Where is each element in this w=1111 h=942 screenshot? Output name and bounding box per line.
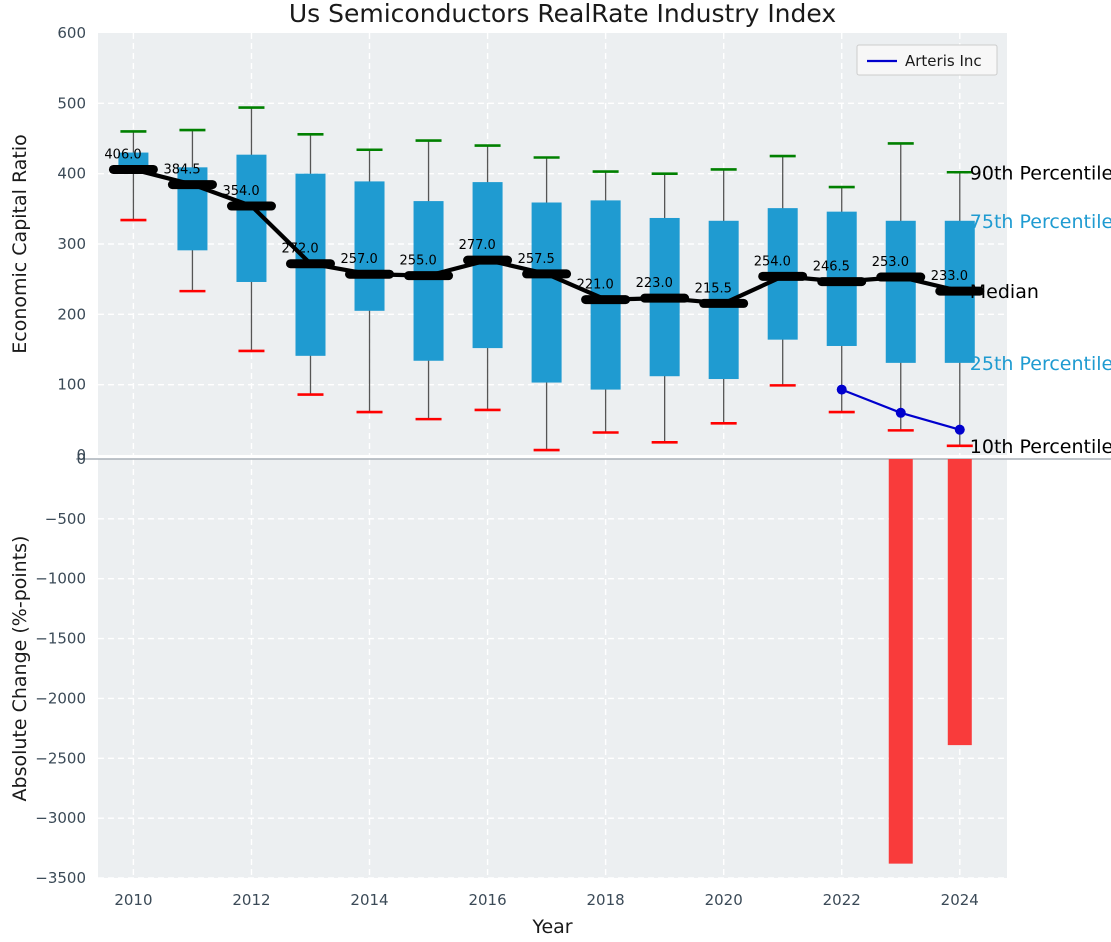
box-plot-item — [885, 142, 916, 432]
box-plot-item — [118, 130, 149, 222]
legend-box[interactable] — [856, 44, 998, 76]
median-value-label: 246.5 — [813, 260, 850, 275]
median-line-series — [108, 164, 985, 308]
percentile-annotation: 90th Percentile — [970, 162, 1111, 184]
box-quartile-range — [354, 181, 385, 311]
y-tick-label-lower: −500 — [45, 510, 86, 528]
y-tick-label-upper: 600 — [57, 24, 86, 42]
median-value-label: 221.0 — [577, 278, 614, 293]
y-tick-label-lower: −2000 — [35, 689, 86, 707]
percentile-annotation: 75th Percentile — [970, 211, 1111, 233]
company-data-point — [954, 424, 965, 435]
median-value-label: 406.0 — [104, 147, 141, 162]
company-data-point — [836, 384, 847, 395]
box-quartile-range — [413, 201, 444, 361]
y-tick-label-upper: 400 — [57, 165, 86, 183]
y-tick-label-upper: 200 — [57, 305, 86, 323]
y-tick-label-lower: −1500 — [35, 630, 86, 648]
y-tick-label-lower: −1000 — [35, 570, 86, 588]
median-value-label: 257.5 — [518, 252, 555, 267]
y-tick-label-upper: 0 — [76, 446, 86, 464]
y-axis-title-lower: Absolute Change (%-points) — [9, 536, 31, 802]
change-bar — [888, 459, 913, 864]
median-value-label: 257.0 — [341, 252, 378, 267]
median-value-label: 255.0 — [400, 254, 437, 269]
median-value-label: 354.0 — [222, 184, 259, 199]
x-tick-label: 2020 — [705, 891, 743, 909]
box-quartile-range — [885, 220, 916, 363]
box-plot-item — [236, 106, 267, 353]
y-tick-label-upper: 100 — [57, 376, 86, 394]
y-tick-label-lower: −2500 — [35, 749, 86, 767]
median-value-label: 215.5 — [695, 281, 732, 296]
median-value-label: 223.0 — [636, 276, 673, 291]
percentile-annotation: 10th Percentile — [970, 436, 1111, 458]
legend[interactable]: Arteris Inc — [856, 44, 998, 76]
y-tick-label-lower: −3500 — [35, 869, 86, 887]
y-tick-label-upper: 500 — [57, 94, 86, 112]
x-axis: 2010 2012 2014 2016 2018 2020 2022 2024 Year — [114, 891, 979, 938]
box-plot-series — [118, 106, 975, 452]
y-tick-label-lower: −3000 — [35, 809, 86, 827]
x-axis-title: Year — [531, 916, 572, 938]
box-plot-item — [472, 144, 503, 412]
median-value-label: 253.0 — [872, 255, 909, 270]
change-bar — [947, 459, 972, 746]
box-plot-item — [531, 156, 562, 452]
change-bar-series — [888, 459, 972, 864]
percentile-annotation: 25th Percentile — [970, 353, 1111, 375]
y-axis-title-upper: Economic Capital Ratio — [9, 134, 31, 353]
median-value-label: 254.0 — [754, 254, 791, 269]
company-data-point — [895, 407, 906, 418]
percentile-annotations: 90th Percentile 75th Percentile Median 25th… — [970, 162, 1111, 458]
box-plot-item — [413, 139, 444, 421]
x-tick-label: 2024 — [941, 891, 979, 909]
box-quartile-range — [531, 202, 562, 383]
y-axis-upper: 0 100 200 300 400 500 600 Economic Capital Rati… — [9, 24, 86, 464]
y-tick-label-lower: 0 — [76, 450, 86, 468]
box-quartile-range — [472, 182, 503, 349]
percentile-annotation: Median — [970, 281, 1039, 303]
title-group: Us Semiconductors RealRate Industry Inde… — [289, 0, 836, 28]
chart-title: Us Semiconductors RealRate Industry Inde… — [289, 0, 836, 28]
x-tick-label: 2022 — [823, 891, 861, 909]
gridlines-lower — [98, 459, 1007, 879]
x-tick-label: 2012 — [232, 891, 270, 909]
panel-background-lower — [98, 459, 1007, 878]
x-tick-label: 2018 — [587, 891, 625, 909]
x-tick-label: 2016 — [468, 891, 506, 909]
company-line-series — [836, 384, 965, 435]
y-axis-lower: 0 −500 −1000 −1500 −2000 −2500 −3000 −3500 Absol… — [9, 450, 86, 887]
y-tick-label-upper: 300 — [57, 235, 86, 253]
plot-area-lower — [98, 459, 1007, 878]
x-tick-label: 2014 — [350, 891, 388, 909]
legend-label: Arteris Inc — [905, 52, 982, 70]
x-tick-label: 2010 — [114, 891, 152, 909]
median-value-label: 272.0 — [281, 242, 318, 257]
box-plot-item — [354, 148, 385, 414]
median-value-labels: 406.0 384.5 354.0 272.0 257.0 255.0 277.0 257.5… — [104, 147, 968, 296]
median-value-label: 233.0 — [931, 269, 968, 284]
median-value-label: 277.0 — [459, 238, 496, 253]
median-value-label: 384.5 — [163, 163, 200, 178]
